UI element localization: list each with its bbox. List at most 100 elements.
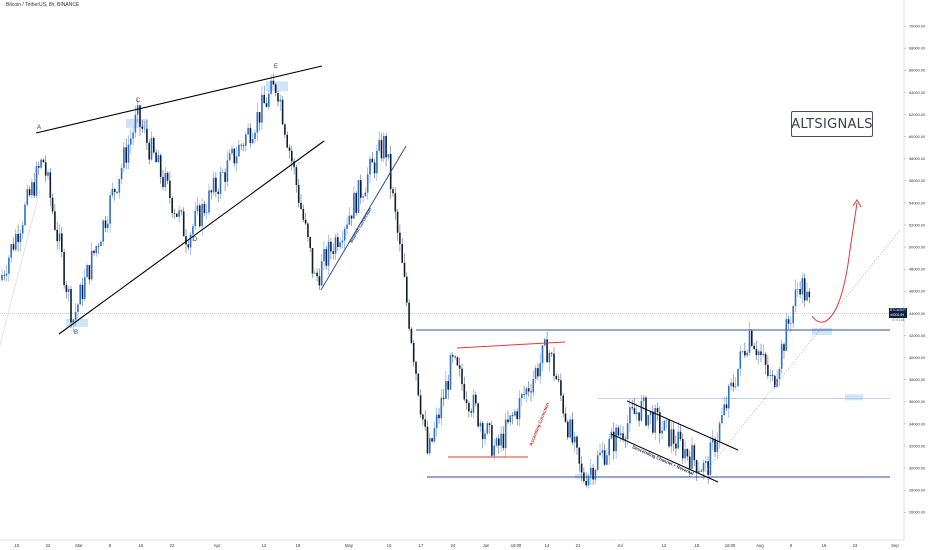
candle-body [592, 467, 594, 480]
candle-body [486, 423, 489, 434]
candle-body [350, 215, 353, 219]
candle-body [679, 431, 682, 440]
x-tick-label: Aug [756, 543, 764, 548]
candle-body [222, 172, 224, 173]
candle-body [95, 246, 98, 254]
candle-body [571, 419, 574, 443]
candle-body [663, 420, 666, 431]
y-tick-label: 40000.00 [909, 355, 926, 360]
x-tick-label: Apr [214, 543, 221, 548]
candle-body [247, 127, 249, 135]
ascending-upper-line [456, 341, 566, 349]
candle-body [162, 177, 164, 187]
candle-body [284, 124, 286, 135]
candle-body [771, 374, 774, 376]
y-tick-label: 34000.00 [909, 421, 926, 426]
candle-body [118, 179, 121, 193]
candle-body [31, 182, 33, 196]
candle-body [116, 191, 118, 193]
candle-body [521, 393, 523, 399]
candle-body [661, 430, 663, 434]
candle-body [157, 155, 160, 163]
y-tick-label: 46000.00 [909, 289, 926, 294]
candle-body [557, 379, 560, 381]
candle-body [136, 105, 139, 115]
candle-body [452, 355, 454, 357]
candle-body [272, 80, 275, 85]
candle-body [297, 184, 300, 203]
candle-body [709, 442, 712, 475]
candle-body [169, 180, 171, 198]
candle-body [231, 148, 233, 154]
candle-body [291, 150, 293, 162]
x-tick-label: May [345, 543, 354, 548]
pivot-label-c: C [136, 98, 141, 104]
dotted-trend-line [706, 229, 901, 471]
candle-body [507, 419, 509, 423]
candle-body [130, 138, 132, 145]
y-tick-label: 58000.00 [909, 156, 926, 161]
candle-body [792, 306, 794, 324]
candle-body [44, 162, 47, 176]
candle-body [74, 312, 77, 320]
highlight-zone [266, 81, 288, 92]
candle-body [500, 433, 502, 446]
candle-body [320, 261, 323, 286]
candle-body [293, 161, 295, 168]
candle-body [576, 436, 578, 448]
x-tick-label: 22 [46, 543, 51, 548]
candle-body [484, 433, 486, 440]
candle-body [159, 155, 162, 178]
candle-body [760, 351, 762, 356]
x-tick-label: Sep [891, 543, 899, 548]
candle-body [744, 351, 746, 356]
candle-body [134, 114, 137, 133]
candle-body [633, 408, 636, 414]
candle-body [341, 240, 344, 243]
y-tick-label: 52000.00 [909, 222, 926, 227]
x-tick-label: 22 [170, 543, 175, 548]
candle-body [562, 395, 564, 414]
candle-body [762, 353, 765, 356]
y-tick-label: 42000.00 [909, 333, 926, 338]
candle-body [387, 154, 390, 158]
pivot-label-b: B [74, 330, 78, 336]
candle-body [348, 215, 351, 225]
candle-body [28, 189, 31, 196]
pivot-label-a: A [37, 125, 41, 131]
highlight-zone [845, 394, 863, 401]
candle-body [286, 134, 288, 148]
candle-body [127, 144, 130, 163]
candle-body [256, 112, 259, 133]
x-tick-label: 8 [109, 543, 112, 548]
candle-body [456, 357, 459, 366]
candle-body [732, 382, 735, 387]
candle-body [622, 433, 624, 439]
candle-body [364, 192, 367, 197]
candle-body [314, 272, 316, 274]
left-trend-line [0, 189, 41, 346]
candle-body [617, 427, 620, 436]
x-tick-label: 23 [853, 543, 858, 548]
y-tick-label: 48000.00 [909, 267, 926, 272]
candle-body [49, 172, 52, 198]
candle-body [332, 251, 334, 254]
candle-body [790, 323, 792, 324]
candle-body [647, 414, 650, 426]
candle-body [406, 276, 408, 303]
x-tick-label: 15 [139, 543, 144, 548]
candle-body [146, 128, 148, 143]
candle-body [626, 423, 629, 440]
x-tick-label: 16:00 [725, 543, 736, 548]
candle-body [3, 274, 6, 276]
candle-body [90, 250, 93, 280]
candle-body [672, 429, 675, 444]
candle-body [173, 212, 176, 214]
candle-body [113, 188, 116, 192]
candle-body [652, 411, 654, 433]
candle-body [803, 278, 806, 301]
projection-curve [811, 202, 858, 323]
candle-body [21, 225, 24, 234]
candle-body [723, 404, 725, 415]
